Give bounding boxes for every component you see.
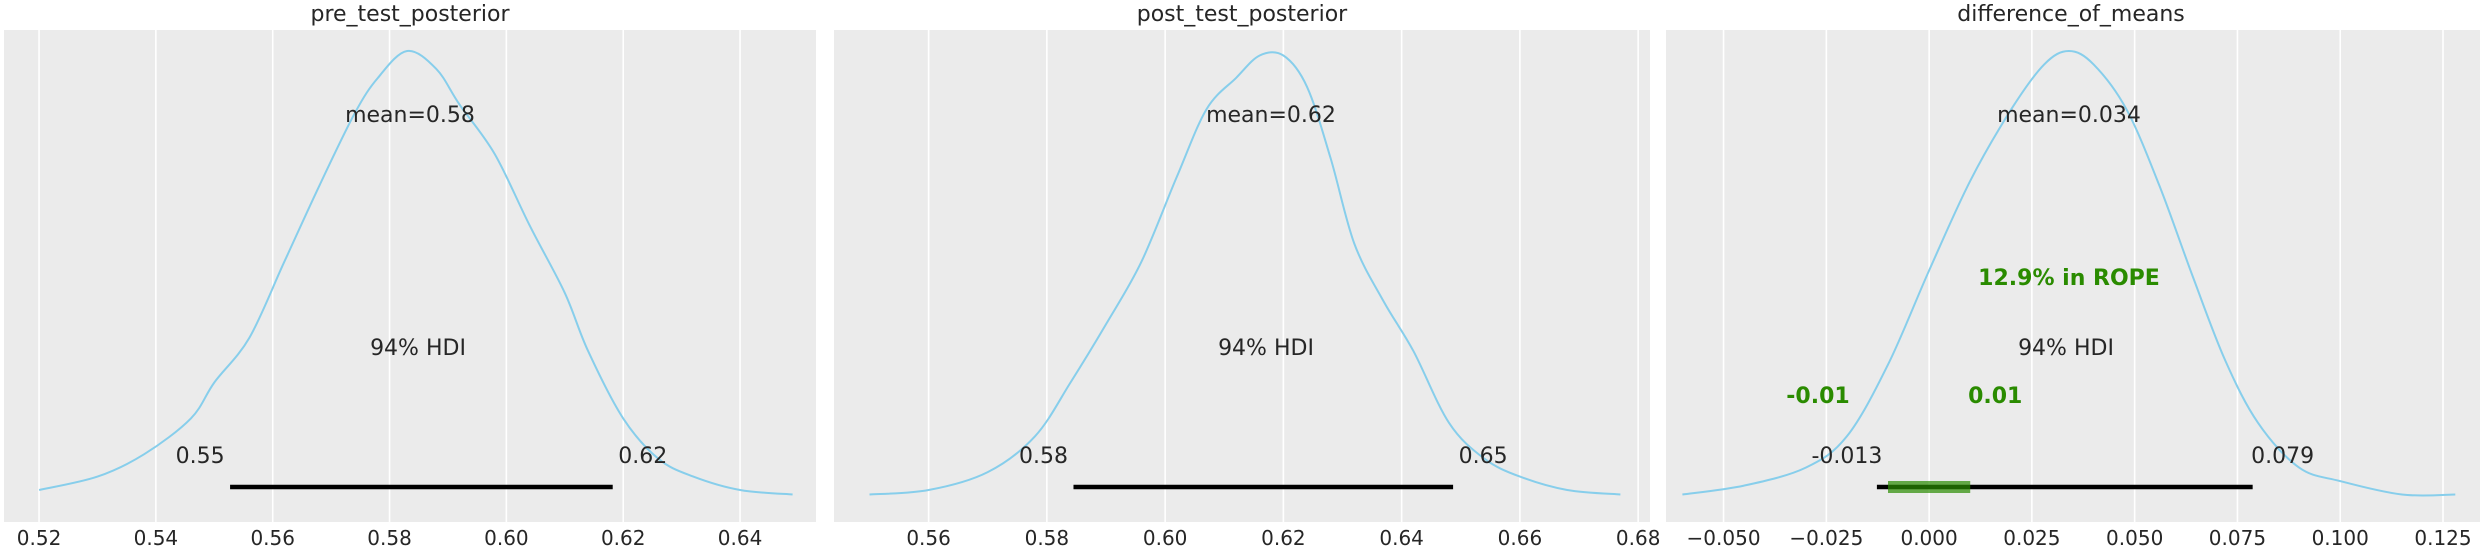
plot-area bbox=[834, 30, 1650, 522]
kde-curve bbox=[1682, 49, 2456, 497]
hdi-label: 94% HDI bbox=[2018, 336, 2114, 361]
hdi-lower-label: 0.58 bbox=[1019, 444, 1068, 469]
x-tick-label: 0.075 bbox=[2209, 526, 2266, 550]
x-tick-label: 0.58 bbox=[1025, 526, 1070, 550]
panel-title: difference_of_means bbox=[1957, 2, 2185, 27]
panel-difference-of-means: difference_of_means mean=0.034 12.9% in … bbox=[1666, 2, 2480, 550]
kde-curve bbox=[869, 51, 1621, 496]
kde-curve bbox=[38, 49, 793, 496]
hdi-lower-label: -0.013 bbox=[1811, 444, 1882, 469]
rope-percentage-label: 12.9% in ROPE bbox=[1978, 266, 2160, 291]
rope-upper-label: 0.01 bbox=[1968, 384, 2022, 409]
x-tick-label: 0.025 bbox=[2003, 526, 2060, 550]
x-tick-label: −0.050 bbox=[1687, 526, 1761, 550]
panel-title: pre_test_posterior bbox=[310, 2, 510, 27]
hdi-label: 94% HDI bbox=[1218, 336, 1314, 361]
gridlines bbox=[38, 30, 741, 522]
rope-lower-label: -0.01 bbox=[1786, 384, 1849, 409]
x-tick-label: 0.56 bbox=[250, 526, 295, 550]
hdi-upper-label: 0.079 bbox=[2251, 444, 2314, 469]
x-tick-label: 0.000 bbox=[1900, 526, 1957, 550]
hdi-label: 94% HDI bbox=[370, 336, 466, 361]
mean-label: mean=0.034 bbox=[1997, 103, 2141, 128]
x-tick-label: 0.66 bbox=[1498, 526, 1543, 550]
mean-label: mean=0.62 bbox=[1206, 103, 1336, 128]
panel-post-test-posterior: post_test_posterior mean=0.62 94% HDI 0.… bbox=[834, 2, 1660, 550]
x-tick-label: 0.52 bbox=[17, 526, 62, 550]
gridlines bbox=[927, 30, 1639, 522]
panel-title: post_test_posterior bbox=[1137, 2, 1348, 27]
x-tick-label: 0.60 bbox=[1143, 526, 1188, 550]
x-tick-labels: 0.52 0.54 0.56 0.58 0.60 0.62 0.64 bbox=[17, 526, 763, 550]
x-tick-label: 0.56 bbox=[906, 526, 951, 550]
x-tick-label: 0.68 bbox=[1616, 526, 1661, 550]
x-tick-label: 0.050 bbox=[2106, 526, 2163, 550]
x-tick-label: 0.54 bbox=[134, 526, 179, 550]
hdi-lower-label: 0.55 bbox=[176, 444, 225, 469]
x-tick-label: −0.025 bbox=[1789, 526, 1863, 550]
gridlines bbox=[1722, 30, 2444, 522]
x-tick-label: 0.125 bbox=[2414, 526, 2471, 550]
x-tick-label: 0.62 bbox=[601, 526, 646, 550]
x-tick-label: 0.58 bbox=[367, 526, 412, 550]
plot-area bbox=[1666, 30, 2480, 522]
plot-area bbox=[4, 30, 816, 522]
x-tick-label: 0.60 bbox=[484, 526, 529, 550]
x-tick-label: 0.64 bbox=[1379, 526, 1424, 550]
panel-pre-test-posterior: pre_test_posterior mean=0.58 94% HDI 0.5… bbox=[4, 2, 816, 550]
hdi-upper-label: 0.65 bbox=[1459, 444, 1508, 469]
x-tick-labels: 0.56 0.58 0.60 0.62 0.64 0.66 0.68 bbox=[906, 526, 1660, 550]
x-tick-label: 0.100 bbox=[2312, 526, 2369, 550]
hdi-upper-label: 0.62 bbox=[618, 444, 667, 469]
mean-label: mean=0.58 bbox=[345, 103, 475, 128]
x-tick-label: 0.62 bbox=[1261, 526, 1306, 550]
x-tick-label: 0.64 bbox=[718, 526, 763, 550]
x-tick-labels: −0.050 −0.025 0.000 0.025 0.050 0.075 0.100 0.1… bbox=[1687, 526, 2472, 550]
